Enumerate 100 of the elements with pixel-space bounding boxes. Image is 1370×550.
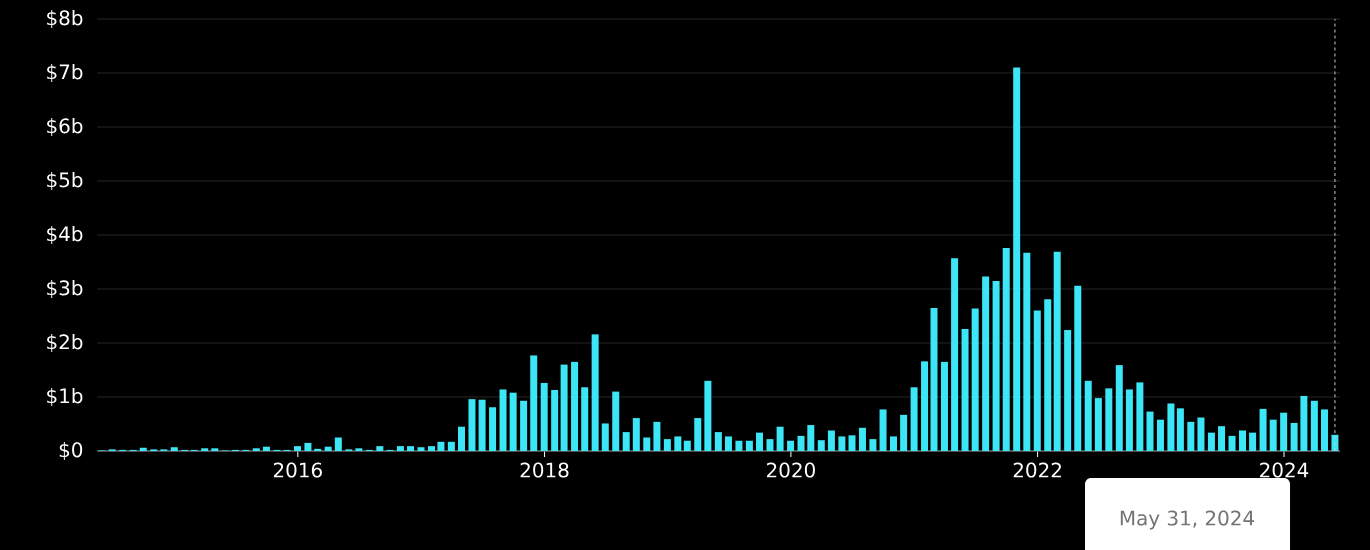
bar (735, 440, 743, 451)
bar (940, 361, 948, 451)
bar (910, 387, 918, 451)
bar (1002, 247, 1010, 451)
bar (581, 387, 589, 451)
bar (1125, 389, 1133, 451)
bar (304, 442, 312, 451)
bar (900, 414, 908, 451)
x-tick-label: 2024 (1260, 462, 1309, 478)
bar (921, 361, 929, 451)
bar (848, 435, 856, 451)
bar (1136, 382, 1144, 451)
bar (1280, 412, 1288, 451)
bar (1064, 330, 1072, 451)
bar (478, 399, 486, 451)
bar (1197, 417, 1205, 451)
bar (992, 280, 1000, 451)
bar (756, 432, 764, 451)
bar (1105, 388, 1113, 451)
bar (1094, 398, 1102, 451)
bar (355, 448, 363, 451)
bar (447, 441, 455, 451)
bar (1269, 419, 1277, 451)
y-tick-label: $0 (59, 441, 83, 461)
bar (745, 440, 753, 451)
bar (1228, 435, 1236, 451)
y-tick-label: $4b (47, 225, 83, 245)
bar (890, 436, 897, 451)
bar (1310, 400, 1318, 451)
bar (776, 426, 784, 451)
bar (396, 446, 404, 451)
bar (1320, 409, 1328, 451)
bar (201, 448, 209, 451)
bar (1044, 299, 1052, 451)
bar (724, 436, 732, 451)
bar (293, 446, 301, 451)
bar (797, 435, 805, 451)
bar (951, 258, 959, 451)
bar (827, 430, 835, 451)
bar (1218, 426, 1226, 451)
bar (458, 426, 465, 451)
bar (334, 437, 342, 451)
bar (807, 425, 815, 451)
bar (591, 334, 599, 451)
bar (252, 448, 260, 451)
bar (971, 308, 979, 451)
bar (674, 436, 682, 451)
bar (879, 409, 887, 451)
bar (683, 440, 691, 451)
bar (1238, 430, 1246, 451)
bar (520, 400, 528, 451)
bar (139, 447, 147, 451)
bar (314, 448, 322, 451)
bar (262, 446, 270, 451)
bar (1167, 403, 1175, 451)
bar (787, 440, 795, 451)
bar (982, 276, 990, 451)
x-tick-label: 2016 (273, 462, 322, 478)
bar (601, 423, 609, 451)
bar (1300, 395, 1308, 451)
bar (211, 448, 219, 451)
bar (1207, 432, 1215, 451)
bar (437, 441, 445, 451)
bar (704, 380, 712, 451)
bar (560, 364, 568, 451)
bar (1023, 252, 1031, 451)
y-tick-label: $8b (47, 9, 83, 29)
bar (489, 407, 497, 451)
y-tick-label: $6b (47, 117, 83, 137)
x-tick-label: 2018 (520, 462, 569, 478)
bar (170, 447, 178, 451)
bar (551, 389, 559, 451)
bar (468, 399, 476, 451)
bar (766, 439, 774, 451)
bar (1053, 251, 1061, 451)
x-tick-label: 2020 (767, 462, 815, 478)
bar (612, 391, 620, 451)
bar (1146, 411, 1154, 451)
bar (961, 328, 969, 451)
bar (653, 421, 661, 451)
bar (540, 382, 548, 451)
bar (1074, 285, 1082, 451)
y-tick-label: $1b (47, 387, 83, 407)
bar (1187, 421, 1195, 451)
bar (1259, 408, 1267, 451)
bar (1115, 365, 1123, 451)
bar (663, 439, 671, 451)
bar (694, 418, 702, 451)
bar (571, 361, 579, 451)
bar (643, 437, 651, 451)
bar (1176, 408, 1184, 451)
bar (1033, 310, 1041, 451)
bar (622, 432, 630, 451)
bar (499, 389, 507, 451)
y-tick-label: $3b (47, 279, 83, 299)
y-tick-label: $5b (47, 171, 83, 191)
bar (838, 436, 846, 451)
y-tick-label: $2b (47, 333, 83, 353)
bar (1249, 432, 1257, 451)
bar (1084, 380, 1092, 451)
